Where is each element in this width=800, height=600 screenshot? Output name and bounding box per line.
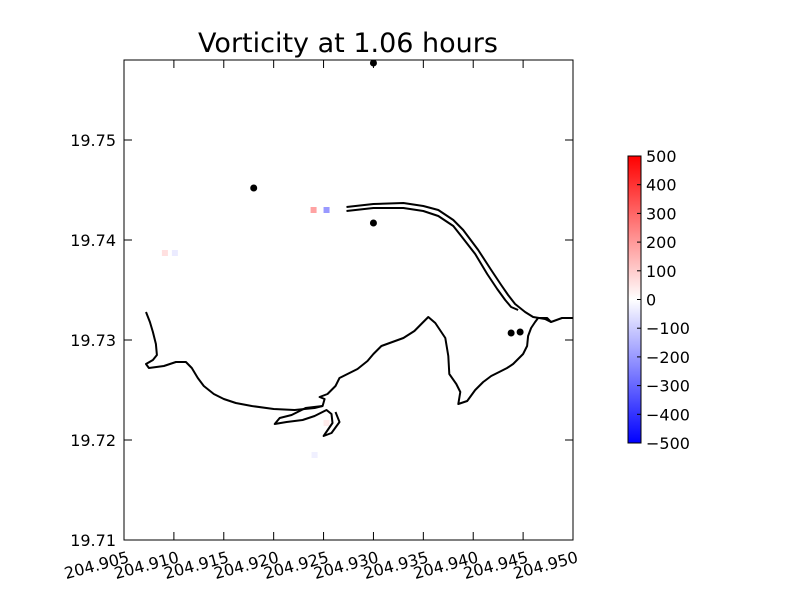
coastline-segment [346,202,552,323]
coastline-segment [273,405,341,437]
gauge-point [507,329,515,337]
gauge-points [250,59,524,337]
vorticity-cell [171,250,178,256]
vorticity-cell [161,250,168,256]
gauge-point [516,328,524,336]
vorticity-cell [310,207,317,213]
coastline [145,202,573,437]
plot-area [123,59,574,541]
y-tick-label: 19.75 [70,131,116,150]
vorticity-cells [161,207,330,458]
y-tick-label: 19.72 [70,431,116,450]
colorbar-tick-label: −500 [646,434,690,453]
y-tick-label: 19.71 [70,531,116,550]
y-tick-label: 19.73 [70,331,116,350]
gauge-point [250,184,258,192]
colorbar: 500 400 300 200 100 0 −100 −200 −300 −400 −500 [627,147,690,453]
y-axis: 19.71 19.72 19.73 19.74 19.75 [70,131,573,550]
coastline-segment [346,207,519,311]
colorbar-tick-label: 300 [646,204,677,223]
colorbar-tick-label: −300 [646,377,690,396]
colorbar-tick-label: −200 [646,348,690,367]
colorbar-tick-label: 500 [646,147,677,166]
colorbar-tick-label: 100 [646,262,677,281]
y-tick-label: 19.74 [70,231,116,250]
colorbar-tick-label: 200 [646,233,677,252]
vorticity-cell [323,420,330,426]
plot-frame [123,59,574,541]
colorbar-tick-label: 400 [646,176,677,195]
colorbar-tick-label: −100 [646,319,690,338]
vorticity-cell [323,207,330,213]
coastline-segment [145,311,573,411]
plot-background [124,60,573,540]
colorbar-tick-label: −400 [646,405,690,424]
chart-title: Vorticity at 1.06 hours [198,28,498,59]
vorticity-cell [311,452,318,458]
gauge-point [369,219,377,227]
colorbar-tick-label: 0 [646,291,656,310]
colorbar-ticks: 500 400 300 200 100 0 −100 −200 −300 −400 −500 [637,147,690,453]
